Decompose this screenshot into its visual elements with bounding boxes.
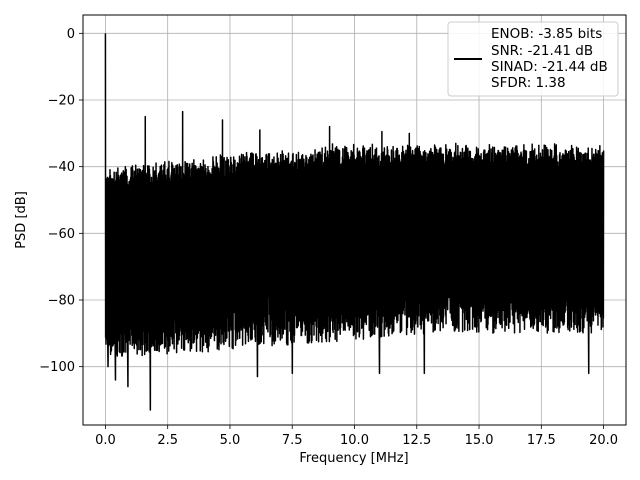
legend: ENOB: -3.85 bits SNR: -21.41 dB SINAD: -… (447, 21, 619, 97)
x-axis-ticks: 0.0 2.5 5.0 7.5 10.0 12.5 15.0 17.5 20.0 (95, 425, 618, 448)
y-tick-label: −100 (39, 360, 75, 375)
x-tick-label: 20.0 (589, 433, 618, 448)
x-tick-label: 5.0 (220, 433, 241, 448)
plot-area (104, 33, 605, 411)
y-tick-label: 0 (67, 27, 75, 42)
x-axis-label: Frequency [MHz] (299, 451, 408, 466)
y-tick-label: −40 (48, 160, 75, 175)
x-tick-label: 0.0 (95, 433, 116, 448)
legend-box (447, 21, 619, 97)
x-tick-label: 12.5 (402, 433, 431, 448)
legend-line-snr: SNR: -21.41 dB (491, 43, 593, 59)
y-tick-label: −60 (48, 227, 75, 242)
x-tick-label: 15.0 (465, 433, 494, 448)
y-tick-label: −80 (48, 294, 75, 309)
legend-line-enob: ENOB: -3.85 bits (491, 26, 602, 42)
y-tick-label: −20 (48, 94, 75, 109)
x-tick-label: 10.0 (340, 433, 369, 448)
psd-series-line (104, 33, 605, 411)
x-tick-label: 7.5 (282, 433, 303, 448)
y-axis-label: PSD [dB] (14, 191, 29, 249)
legend-line-sinad: SINAD: -21.44 dB (491, 59, 608, 75)
y-axis-ticks: 0 −20 −40 −60 −80 −100 (39, 27, 83, 375)
legend-line-sfdr: SFDR: 1.38 (491, 75, 566, 91)
x-tick-label: 17.5 (527, 433, 556, 448)
x-tick-label: 2.5 (157, 433, 178, 448)
